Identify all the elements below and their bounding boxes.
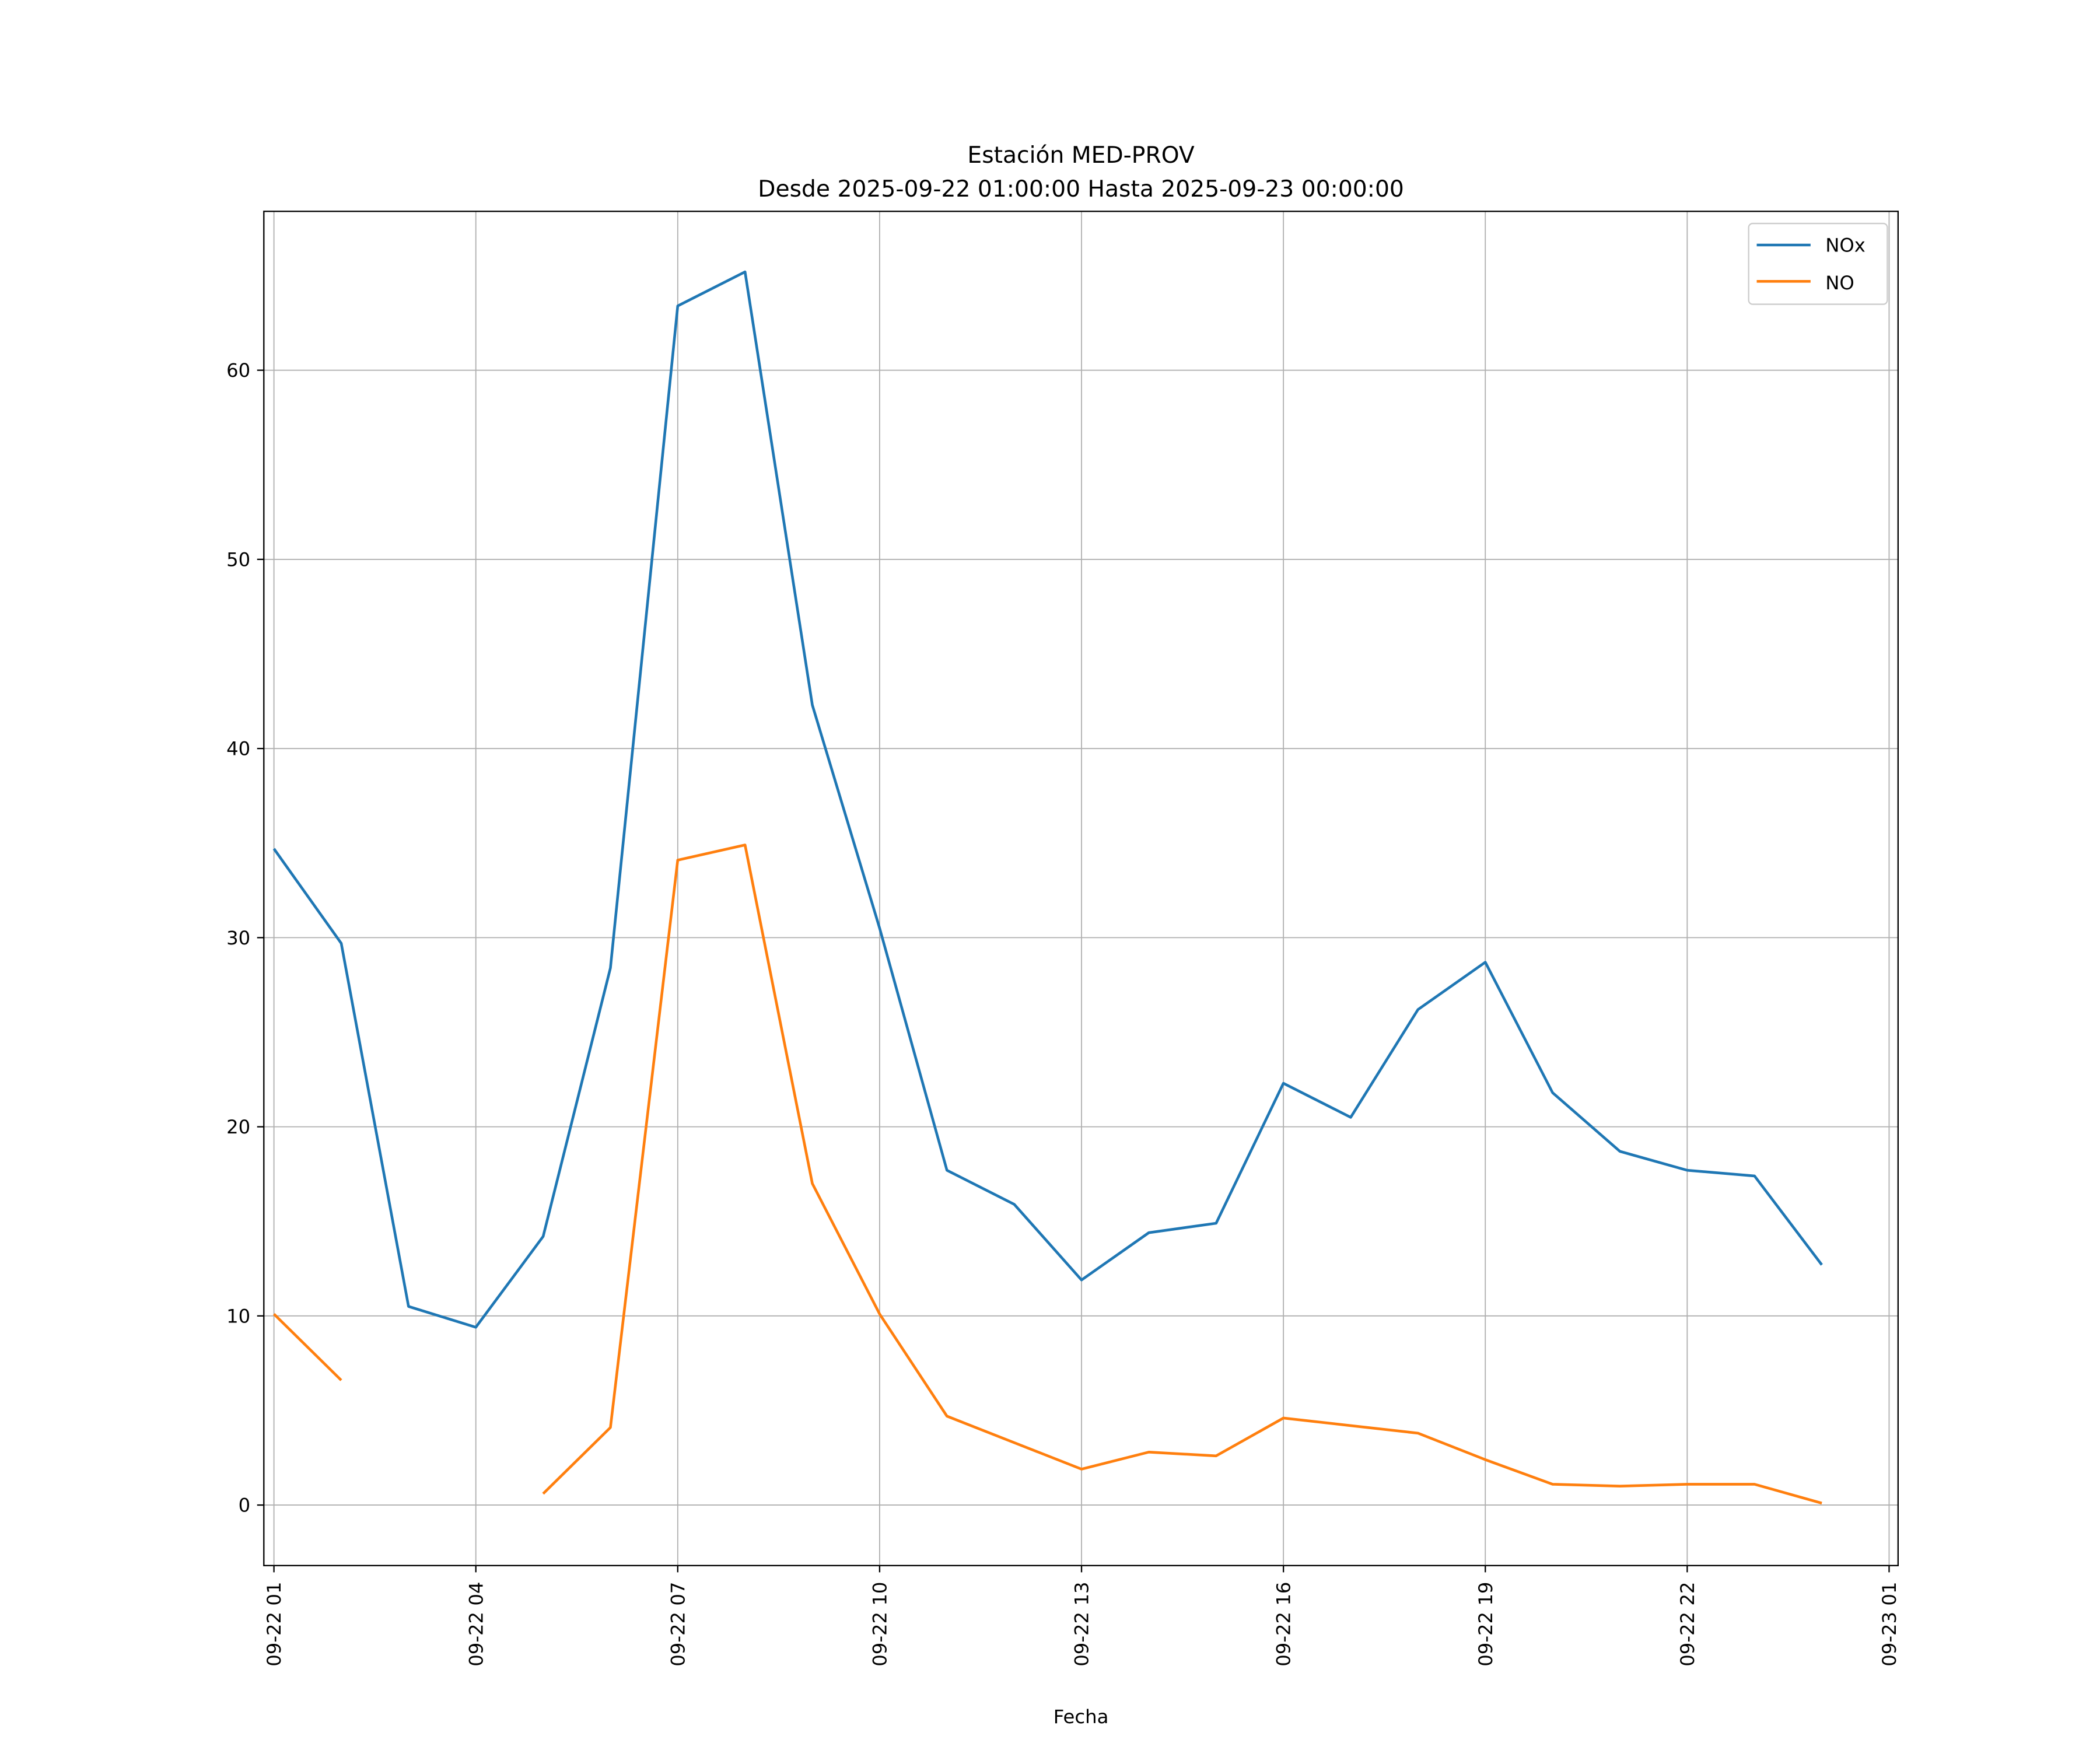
x-axis-label: Fecha — [1054, 1706, 1109, 1728]
x-tick-label: 09-22 13 — [1071, 1582, 1093, 1667]
y-tick-label: 0 — [239, 1494, 251, 1517]
legend-box — [1748, 222, 1888, 305]
x-tick-label: 09-22 10 — [869, 1582, 891, 1667]
series-line-no — [272, 1312, 342, 1381]
x-tick-label: 09-22 04 — [465, 1582, 487, 1667]
ticks: 0 10 20 30 40 50 60 09-22 01 09-22 04 09-22 07 09-… — [226, 359, 1901, 1667]
y-tick-label: 10 — [226, 1305, 250, 1327]
legend-label-nox: NOx — [1825, 235, 1866, 257]
y-tick-label: 30 — [226, 927, 250, 949]
y-tick-label: 60 — [226, 359, 250, 382]
series-lines — [272, 270, 1823, 1505]
x-tick-label: 09-22 07 — [667, 1582, 689, 1667]
series-line-no — [542, 844, 1822, 1505]
x-tick-label: 09-22 19 — [1475, 1582, 1497, 1667]
y-tick-label: 40 — [226, 738, 250, 760]
x-tick-label: 09-22 16 — [1273, 1582, 1295, 1667]
y-tick-label: 50 — [226, 548, 250, 570]
chart-subtitle: Desde 2025-09-22 01:00:00 Hasta 2025-09-… — [758, 176, 1404, 202]
x-tick-label: 09-22 22 — [1676, 1582, 1699, 1667]
grid — [264, 211, 1898, 1566]
legend: NOx NO — [1748, 222, 1888, 305]
y-tick-label: 20 — [226, 1116, 250, 1138]
x-tick-label: 09-22 01 — [263, 1582, 285, 1667]
chart-title: Estación MED-PROV — [967, 142, 1194, 169]
series-line-nox — [272, 270, 1823, 1329]
x-tick-label: 09-23 01 — [1878, 1582, 1901, 1667]
legend-label-no: NO — [1825, 272, 1854, 294]
